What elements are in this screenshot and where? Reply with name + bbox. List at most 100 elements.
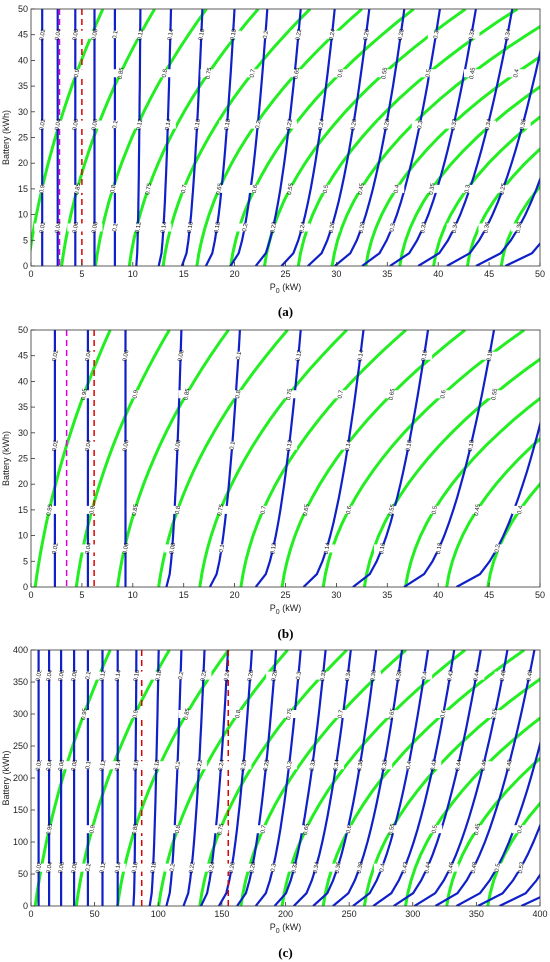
green-contour-line bbox=[445, 756, 540, 906]
blue-contour-line bbox=[334, 9, 406, 266]
green-contour-label: 0.4 bbox=[517, 505, 524, 515]
blue-contour-label: 0.12 bbox=[99, 669, 107, 682]
x-tick-label: 45 bbox=[484, 269, 494, 279]
contour-label-bg bbox=[383, 505, 400, 514]
green-contour-label: 0.8 bbox=[162, 68, 169, 78]
green-contour-line bbox=[239, 650, 407, 906]
contour-label-bg bbox=[400, 761, 417, 770]
contour-label-bg bbox=[67, 223, 84, 232]
contour-label-bg bbox=[450, 761, 467, 770]
blue-contour-label: 0.12 bbox=[270, 542, 278, 555]
contour-label-bg bbox=[353, 223, 370, 232]
contour-label-bg bbox=[203, 863, 220, 872]
plot-area: 0.02 0.02 0.02 0.04 0.04 0.04 0.06 0.06 0.06 0.08… bbox=[33, 330, 540, 587]
blue-contour-label: 0.3 bbox=[433, 30, 440, 40]
x-tick-label: 50 bbox=[535, 269, 545, 279]
contour-label-bg bbox=[112, 69, 129, 78]
blue-contour-label: 0.12 bbox=[136, 118, 144, 131]
contour-label-bg bbox=[425, 761, 442, 770]
blue-contour-label: 0.06 bbox=[122, 439, 130, 452]
blue-contour-label: 0.12 bbox=[135, 221, 143, 234]
blue-contour-label: 0.36 bbox=[370, 669, 378, 682]
green-contour-label: 0.55 bbox=[388, 822, 396, 835]
contour-label-bg bbox=[41, 761, 58, 770]
blue-contour-label: 0.1 bbox=[85, 862, 92, 872]
contour-label-bg bbox=[442, 863, 459, 872]
x-tick-label: 300 bbox=[405, 909, 420, 919]
contour-label-bg bbox=[258, 761, 275, 770]
contour-label-bg bbox=[328, 761, 345, 770]
contour-label-bg bbox=[514, 120, 531, 129]
contour-label-bg bbox=[430, 544, 447, 553]
contour-label-bg bbox=[383, 390, 400, 399]
green-contour-label: 0.5 bbox=[432, 824, 439, 834]
contour-label-bg bbox=[286, 863, 303, 872]
blue-contour-line bbox=[312, 650, 378, 906]
contour-label-bg bbox=[345, 120, 362, 129]
contour-label-bg bbox=[117, 544, 134, 553]
blue-contour-label: 0.48 bbox=[526, 669, 534, 682]
contour-label-bg bbox=[178, 390, 195, 399]
contour-label-bg bbox=[486, 710, 503, 718]
green-contour-line bbox=[499, 184, 540, 266]
blue-contour-label: 0.2 bbox=[263, 30, 270, 40]
contour-label-bg bbox=[255, 505, 272, 514]
contour-label-bg bbox=[427, 30, 444, 39]
blue-contour-line bbox=[475, 176, 540, 266]
contour-label-bg bbox=[126, 825, 143, 834]
y-tick-label: 100 bbox=[13, 837, 28, 847]
contour-label-bg bbox=[34, 120, 51, 129]
contour-label-bg bbox=[213, 761, 230, 770]
contour-label-bg bbox=[352, 184, 369, 193]
green-contour-line bbox=[74, 330, 171, 587]
contour-label-bg bbox=[75, 390, 92, 399]
contour-label-bg bbox=[75, 710, 92, 718]
contour-label-bg bbox=[494, 671, 511, 680]
x-tick-label: 10 bbox=[128, 269, 138, 279]
y-tick-label: 200 bbox=[13, 773, 28, 783]
contour-label-bg bbox=[218, 671, 235, 680]
contour-label-bg bbox=[323, 30, 340, 39]
contour-label-bg bbox=[462, 441, 479, 450]
blue-contour-label: 0.22 bbox=[270, 221, 278, 234]
contour-label-bg bbox=[145, 863, 162, 872]
contour-label-bg bbox=[67, 120, 84, 129]
green-contour-label: 0.7 bbox=[250, 68, 257, 78]
green-contour-line bbox=[445, 436, 540, 587]
blue-contour-label: 0.18 bbox=[468, 439, 476, 452]
blue-contour-label: 0.08 bbox=[91, 28, 99, 41]
blue-contour-label: 0.34 bbox=[333, 758, 341, 771]
contour-label-bg bbox=[396, 863, 413, 872]
green-contour-line bbox=[33, 330, 112, 587]
contour-label-bg bbox=[468, 825, 485, 834]
y-tick-label: 45 bbox=[18, 351, 28, 361]
blue-contour-label: 0.1 bbox=[229, 441, 236, 451]
green-contour-label: 0.9 bbox=[132, 389, 139, 399]
contour-label-bg bbox=[140, 184, 157, 193]
contour-label-bg bbox=[507, 69, 524, 78]
contour-label-bg bbox=[419, 863, 436, 872]
contour-label-bg bbox=[106, 30, 123, 39]
blue-contour-label: 0.16 bbox=[187, 221, 195, 234]
blue-contour-label: 0.16 bbox=[421, 349, 429, 362]
green-contour-label: 0.9 bbox=[89, 505, 96, 515]
blue-contour-label: 0.22 bbox=[286, 118, 294, 131]
contour-label-bg bbox=[510, 223, 527, 232]
blue-contour-label: 0.04 bbox=[55, 28, 63, 41]
blue-contour-label: 0.02 bbox=[52, 439, 60, 452]
x-tick-label: 10 bbox=[128, 590, 138, 600]
contour-label-bg bbox=[376, 761, 393, 770]
contour-label-bg bbox=[68, 69, 85, 78]
blue-contour-line bbox=[403, 330, 496, 587]
green-contour-label: 0.6 bbox=[337, 68, 344, 78]
blue-contour-label: 0.12 bbox=[99, 861, 107, 874]
green-contour-label: 0.7 bbox=[181, 184, 188, 194]
contour-label-bg bbox=[126, 863, 143, 872]
contour-label-bg bbox=[106, 223, 123, 232]
contour-label-bg bbox=[317, 184, 334, 193]
contour-label-bg bbox=[109, 761, 126, 770]
blue-contour-label: 0.34 bbox=[345, 669, 353, 682]
blue-contour-line bbox=[254, 650, 302, 906]
blue-contour-line bbox=[200, 650, 230, 906]
green-contour-label: 0.75 bbox=[205, 67, 213, 80]
